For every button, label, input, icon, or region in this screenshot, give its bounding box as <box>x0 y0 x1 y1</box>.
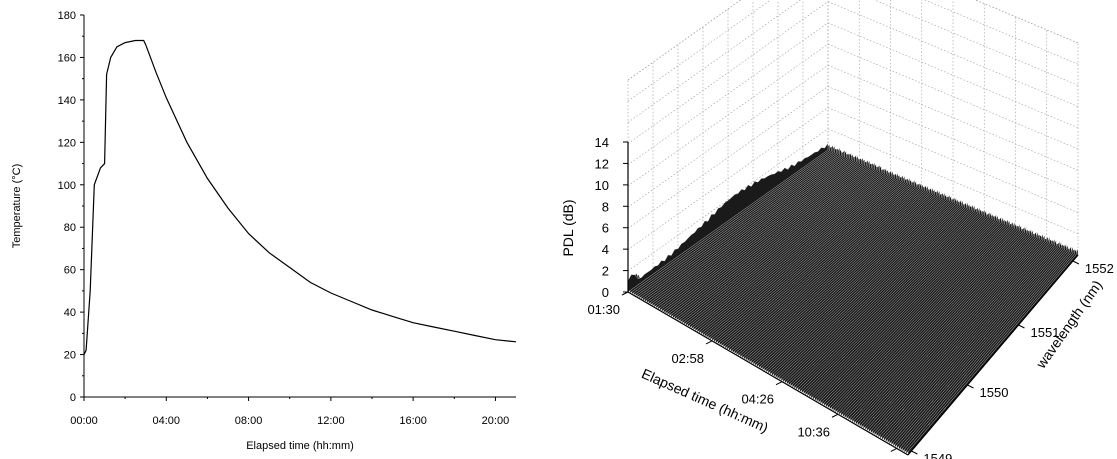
x-tick-group: 00:00 04:00 08:00 12:00 16:00 20:00 <box>70 397 509 427</box>
y-tick-group: 1549 1550 1551 1552 <box>911 260 1114 459</box>
z-tick-label: 12 <box>595 156 609 171</box>
x-tick-label: 16:00 <box>399 415 427 427</box>
y-tick-group: 0 20 40 60 80 100 120 140 160 180 <box>58 10 84 404</box>
left-wall-grid-h <box>627 86 829 229</box>
waterfall-traces <box>627 142 1079 456</box>
y-axis-line <box>907 254 1079 456</box>
y-tick-label: 100 <box>58 180 76 192</box>
z-tick-label: 0 <box>602 285 609 300</box>
z-tick-label: 8 <box>602 199 609 214</box>
y-tick-label: 40 <box>64 307 76 319</box>
left-wall-grid-h <box>627 0 742 81</box>
y-tick-label: 1552 <box>1085 261 1114 276</box>
y-tick-label: 1550 <box>980 385 1009 400</box>
y-tick-label: 180 <box>58 10 76 22</box>
x-tick-mark <box>831 413 839 418</box>
left-wall-grid-h <box>627 128 829 272</box>
y-tick-label: 160 <box>58 52 76 64</box>
y-tick-label: 20 <box>64 350 76 362</box>
y-tick-label: 60 <box>64 265 76 277</box>
x-tick-label: 20:00 <box>482 415 510 427</box>
temperature-line-chart: 0 20 40 60 80 100 120 140 160 180 00:00 04:00 08:00… <box>11 10 517 452</box>
x-axis-title: Elapsed time (hh:mm) <box>246 440 354 452</box>
z-axis-title: PDL (dB) <box>560 199 576 256</box>
z-tick-group: 0 2 4 6 8 10 12 14 <box>595 135 628 300</box>
x-tick-mark <box>621 291 629 296</box>
left-wall-grid-h <box>627 0 801 123</box>
axis-frame <box>627 142 1079 456</box>
x-tick-label: 08:00 <box>235 415 263 427</box>
y-tick-mark <box>1072 260 1080 265</box>
z-tick-label: 14 <box>595 135 609 150</box>
temperature-series-line <box>83 39 517 355</box>
x-tick-label: 00:00 <box>70 415 98 427</box>
y-tick-mark <box>1018 324 1025 329</box>
x-tick-label: 12:00 <box>317 415 345 427</box>
y-tick-label: 140 <box>58 95 76 107</box>
x-tick-label: 04:00 <box>153 415 181 427</box>
y-tick-label: 120 <box>58 137 76 149</box>
left-wall-grid-h <box>627 1 829 144</box>
x-tick-label: 10:36 <box>797 424 830 439</box>
left-wall-grid-h <box>627 64 829 208</box>
waterfall-trace <box>627 142 829 293</box>
y-axis-title: Temperature (°C) <box>11 164 23 248</box>
z-tick-label: 10 <box>595 178 609 193</box>
z-tick-label: 4 <box>602 242 609 257</box>
top-frame <box>627 0 1079 81</box>
left-wall-grid-h <box>627 22 829 166</box>
y-tick-label: 1549 <box>923 451 952 459</box>
z-tick-label: 6 <box>602 221 609 236</box>
left-wall-grid-h <box>627 107 829 250</box>
gridlines <box>627 0 1079 293</box>
y-tick-label: 80 <box>64 222 76 234</box>
x-tick-mark <box>705 340 713 345</box>
x-tick-label: 04:26 <box>741 392 774 407</box>
z-tick-label: 2 <box>602 264 609 279</box>
x-tick-label: 01:30 <box>587 302 620 317</box>
left-wall-grid-h <box>627 0 772 102</box>
y-tick-label: 1551 <box>1031 325 1060 340</box>
x-axis-line <box>627 291 909 456</box>
y-tick-mark <box>911 450 918 455</box>
x-tick-mark <box>890 448 898 452</box>
left-wall-grid-h <box>627 43 829 187</box>
y-tick-label: 0 <box>70 392 76 404</box>
x-tick-label: 02:58 <box>671 351 704 366</box>
y-tick-mark <box>967 384 974 389</box>
x-tick-mark <box>775 381 783 386</box>
